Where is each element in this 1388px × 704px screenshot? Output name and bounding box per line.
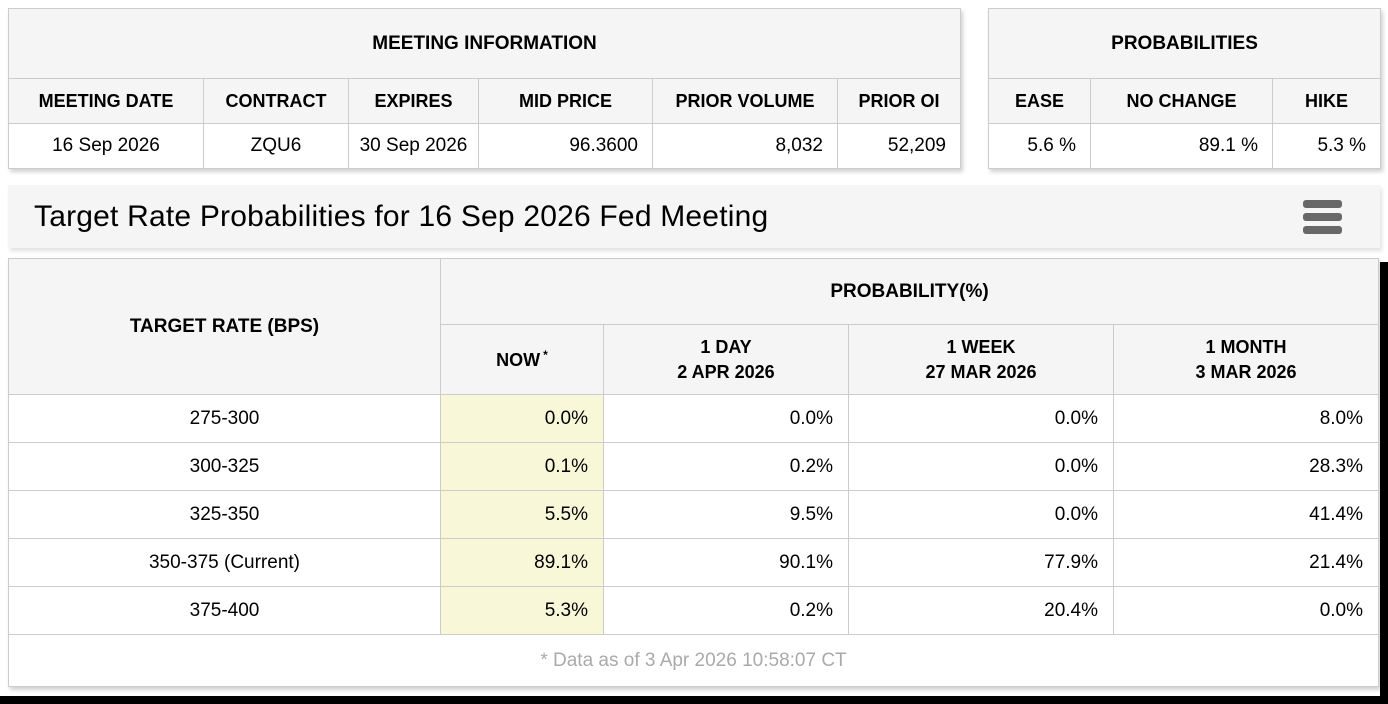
one-day-probability: 0.2% [603, 586, 849, 635]
one-month-probability: 41.4% [1112, 490, 1380, 539]
one-day-probability: 9.5% [603, 490, 849, 539]
meeting-information-table: MEETING INFORMATION MEETING DATE CONTRAC… [8, 8, 961, 169]
corner-header-target-rate: TARGET RATE (BPS) [8, 258, 441, 395]
col-header-mid-price: MID PRICE [478, 78, 653, 124]
one-month-probability: 21.4% [1112, 538, 1380, 587]
group-header-probability: PROBABILITY(%) [439, 258, 1380, 325]
expires-value: 30 Sep 2026 [348, 123, 479, 169]
one-week-probability: 0.0% [848, 442, 1114, 491]
now-probability: 5.5% [440, 490, 604, 539]
horizontal-scrollbar[interactable] [0, 696, 1388, 704]
probabilities-summary-table: PROBABILITIES EASE NO CHANGE HIKE 5.6 % … [987, 8, 1382, 169]
target-rate-probability-table: TARGET RATE (BPS) PROBABILITY(%) NOW * 1 … [7, 258, 1380, 687]
one-day-probability: 0.2% [603, 442, 849, 491]
col-header-1-day-date: 2 APR 2026 [677, 361, 775, 382]
mid-price-value: 96.3600 [478, 123, 653, 169]
col-header-1-day-label: 1 DAY [700, 337, 752, 358]
hamburger-bar [1303, 199, 1342, 208]
one-month-probability: 8.0% [1112, 394, 1380, 443]
table-row: 275-300 0.0% 0.0% 0.0% 8.0% [8, 394, 1380, 443]
hamburger-bar [1303, 212, 1342, 221]
hike-value: 5.3 % [1271, 123, 1382, 169]
one-week-probability: 20.4% [848, 586, 1114, 635]
table-row: 375-400 5.3% 0.2% 20.4% 0.0% [8, 586, 1380, 635]
footnote-marker: * [543, 347, 548, 362]
one-day-probability: 90.1% [603, 538, 849, 587]
one-week-probability: 77.9% [848, 538, 1114, 587]
one-week-probability: 0.0% [848, 490, 1114, 539]
now-probability: 0.1% [440, 442, 604, 491]
col-header-1-week-label: 1 WEEK [946, 337, 1016, 358]
col-header-1-month-label: 1 MONTH [1205, 337, 1287, 358]
col-header-now: NOW * [440, 324, 604, 395]
meeting-date-value: 16 Sep 2026 [8, 123, 204, 169]
probabilities-summary-row: 5.6 % 89.1 % 5.3 % [988, 123, 1382, 169]
now-probability: 0.0% [440, 394, 604, 443]
page-title: Target Rate Probabilities for 16 Sep 202… [34, 199, 769, 233]
one-month-probability: 28.3% [1112, 442, 1380, 491]
target-rate-value: 275-300 [8, 394, 441, 443]
col-header-no-change: NO CHANGE [1090, 78, 1273, 124]
meeting-information-row: 16 Sep 2026 ZQU6 30 Sep 2026 96.3600 8,0… [8, 123, 961, 169]
target-rate-value: 375-400 [8, 586, 441, 635]
col-header-1-month: 1 MONTH 3 MAR 2026 [1112, 324, 1380, 395]
table-row: 300-325 0.1% 0.2% 0.0% 28.3% [8, 442, 1380, 491]
hamburger-menu-icon[interactable] [1303, 199, 1342, 234]
ease-value: 5.6 % [988, 123, 1091, 169]
one-week-probability: 0.0% [848, 394, 1114, 443]
no-change-value: 89.1 % [1090, 123, 1273, 169]
col-header-1-week-date: 27 MAR 2026 [925, 361, 1037, 382]
table-row-current: 350-375 (Current) 89.1% 90.1% 77.9% 21.4… [8, 538, 1380, 587]
col-header-contract: CONTRACT [203, 78, 349, 124]
prior-oi-value: 52,209 [837, 123, 961, 169]
section-header: Target Rate Probabilities for 16 Sep 202… [8, 185, 1380, 248]
one-day-probability: 0.0% [603, 394, 849, 443]
data-as-of-footnote: * Data as of 3 Apr 2026 10:58:07 CT [7, 634, 1380, 687]
col-header-1-day: 1 DAY 2 APR 2026 [603, 324, 849, 395]
probabilities-title: PROBABILITIES [987, 8, 1382, 79]
meeting-information-title: MEETING INFORMATION [8, 8, 961, 79]
target-rate-value: 325-350 [8, 490, 441, 539]
one-month-probability: 0.0% [1112, 586, 1380, 635]
target-rate-value: 300-325 [8, 442, 441, 491]
prior-volume-value: 8,032 [652, 123, 838, 169]
contract-value: ZQU6 [203, 123, 349, 169]
target-rate-value: 350-375 (Current) [8, 538, 441, 587]
vertical-scrollbar[interactable] [1380, 262, 1388, 704]
now-probability: 5.3% [440, 586, 604, 635]
col-header-ease: EASE [988, 78, 1091, 124]
table-row: 325-350 5.5% 9.5% 0.0% 41.4% [8, 490, 1380, 539]
col-header-1-month-date: 3 MAR 2026 [1195, 361, 1297, 382]
now-probability: 89.1% [440, 538, 604, 587]
hamburger-bar [1303, 225, 1342, 234]
col-header-expires: EXPIRES [348, 78, 479, 124]
col-header-1-week: 1 WEEK 27 MAR 2026 [848, 324, 1114, 395]
col-header-prior-volume: PRIOR VOLUME [652, 78, 838, 124]
col-header-hike: HIKE [1271, 78, 1382, 124]
col-header-meeting-date: MEETING DATE [8, 78, 204, 124]
col-header-prior-oi: PRIOR OI [837, 78, 961, 124]
